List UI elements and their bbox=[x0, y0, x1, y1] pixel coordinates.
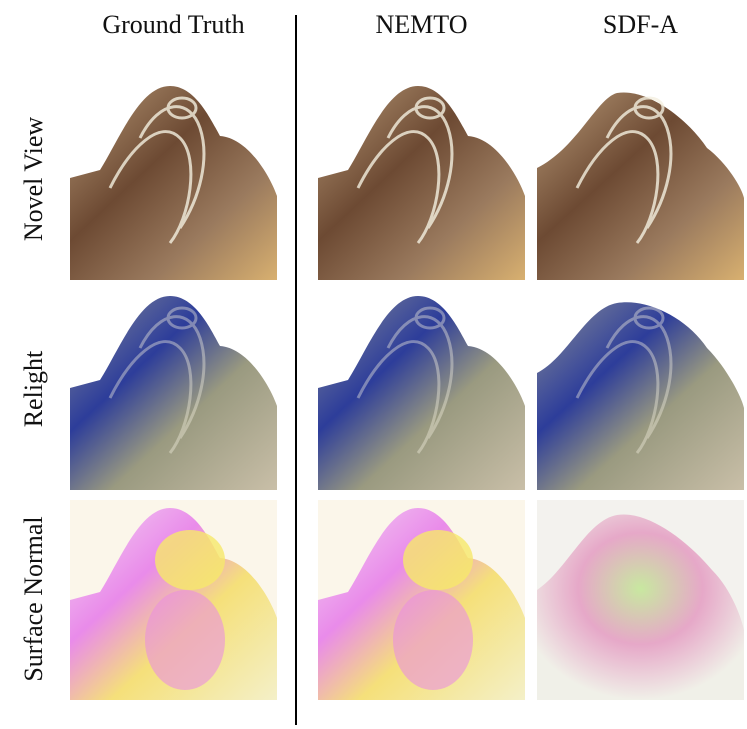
row-label: Surface Normal bbox=[19, 516, 48, 682]
image bbox=[70, 500, 277, 700]
row-label: Novel View bbox=[19, 116, 48, 242]
image bbox=[537, 92, 744, 280]
image bbox=[318, 500, 525, 700]
image bbox=[318, 86, 525, 280]
image bbox=[537, 302, 744, 490]
image bbox=[318, 296, 525, 490]
image bbox=[537, 500, 744, 700]
column-header: Ground Truth bbox=[102, 10, 245, 39]
column-header: SDF-A bbox=[602, 10, 679, 39]
column-header: NEMTO bbox=[375, 10, 468, 39]
image bbox=[70, 296, 277, 490]
row-label: Relight bbox=[19, 350, 48, 428]
image bbox=[70, 86, 277, 280]
